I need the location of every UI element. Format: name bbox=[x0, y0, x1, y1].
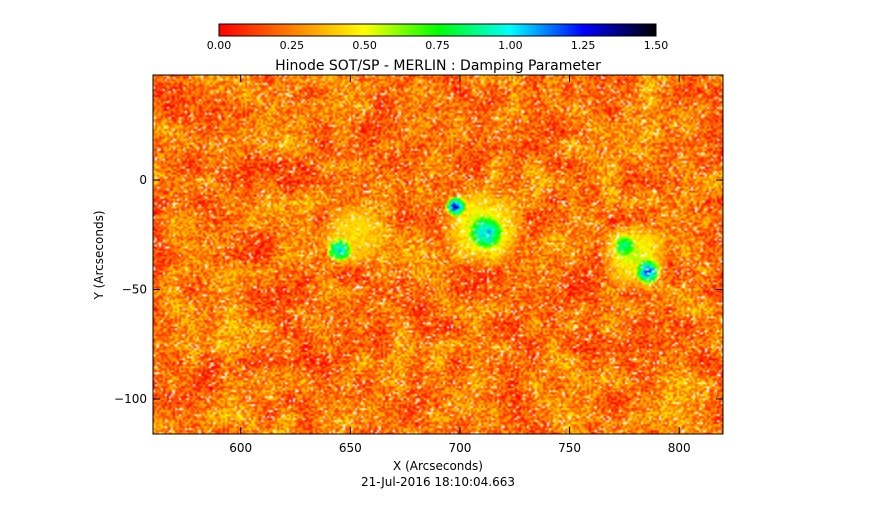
x-tick-label: 800 bbox=[668, 441, 691, 455]
colorbar bbox=[218, 23, 657, 37]
chart-title: Hinode SOT/SP - MERLIN : Damping Paramet… bbox=[275, 58, 601, 74]
plot-frame bbox=[152, 74, 724, 435]
colorbar-tick-label: 0.75 bbox=[425, 39, 450, 52]
colorbar-tick-label: 1.50 bbox=[644, 39, 669, 52]
x-tick-label: 700 bbox=[448, 441, 471, 455]
x-tick-label: 650 bbox=[339, 441, 362, 455]
colorbar-tick-label: 1.00 bbox=[498, 39, 523, 52]
heatmap-area bbox=[153, 75, 723, 434]
x-tick-label: 600 bbox=[229, 441, 252, 455]
y-tick-label: −100 bbox=[114, 392, 147, 406]
y-axis-title: Y (Arcseconds) bbox=[92, 210, 106, 300]
colorbar-tick-label: 0.00 bbox=[207, 39, 232, 52]
x-axis: 600 650 700 750 800 bbox=[229, 75, 691, 455]
observation-timestamp: 21-Jul-2016 18:10:04.663 bbox=[361, 475, 515, 489]
colorbar-tick-labels: 0.00 0.25 0.50 0.75 1.00 1.25 1.50 bbox=[207, 39, 669, 52]
y-axis: 0 −50 −100 bbox=[114, 173, 723, 406]
colorbar-tick-label: 1.25 bbox=[571, 39, 596, 52]
x-tick-label: 750 bbox=[558, 441, 581, 455]
heatmap-image bbox=[153, 75, 723, 434]
colorbar-tick-label: 0.50 bbox=[352, 39, 377, 52]
colorbar-tick-label: 0.25 bbox=[280, 39, 305, 52]
x-axis-title: X (Arcseconds) bbox=[393, 459, 483, 473]
y-tick-label: 0 bbox=[139, 173, 147, 187]
y-tick-label: −50 bbox=[122, 283, 147, 297]
